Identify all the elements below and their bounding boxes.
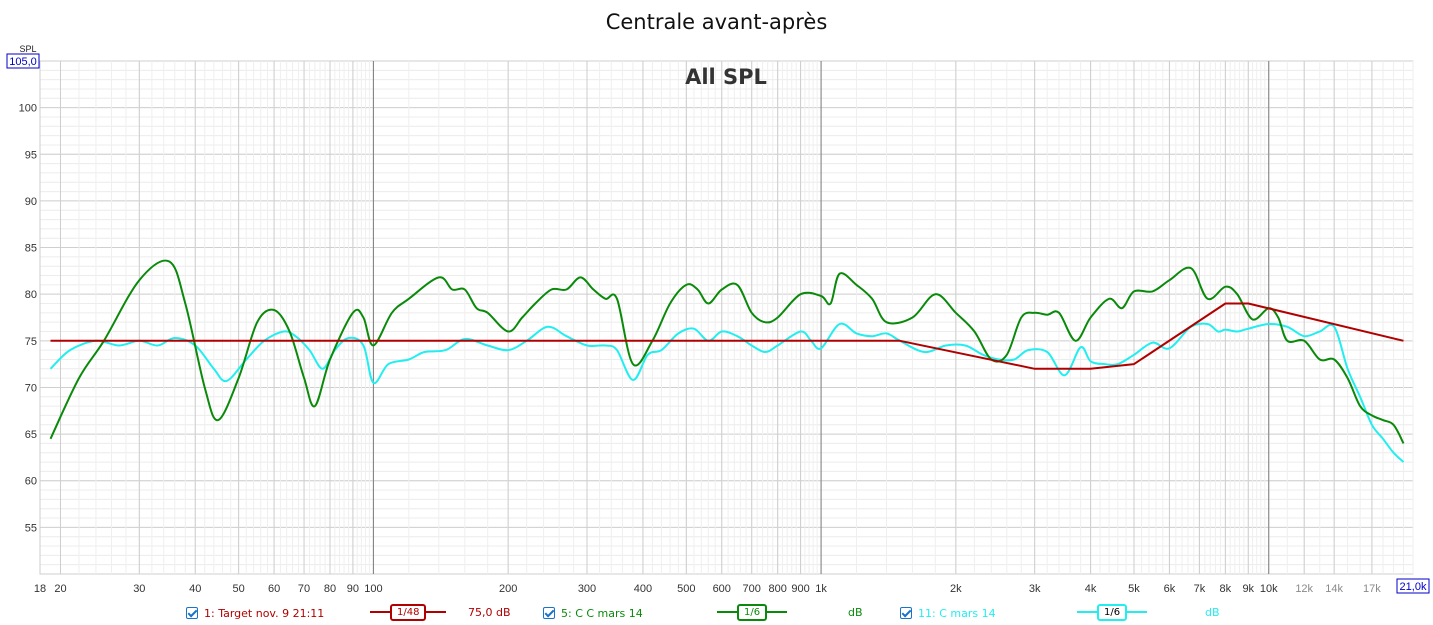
- x-tick-label: 50: [233, 583, 245, 595]
- x-tick-label: 7k: [1194, 583, 1206, 595]
- x-tick-label: 3k: [1029, 583, 1041, 595]
- x-tick-label: 400: [634, 583, 652, 595]
- x-tick-label: 800: [769, 583, 787, 595]
- checkbox-icon[interactable]: [186, 607, 198, 619]
- x-tick-label: 600: [713, 583, 731, 595]
- x-tick-label: 4k: [1085, 583, 1097, 595]
- x-tick-label: 80: [324, 583, 336, 595]
- x-tick-label: 40: [189, 583, 201, 595]
- legend-label: 5: C C mars 14: [561, 606, 643, 620]
- legend-label: 11: C mars 14: [918, 606, 996, 620]
- line-sample-icon: [426, 611, 447, 613]
- x-tick-label: 6k: [1164, 583, 1176, 595]
- x-tick-label: 10k: [1260, 583, 1278, 595]
- x-tick-label: 20: [54, 583, 66, 595]
- legend-offset-value[interactable]: 75,0 dB: [468, 606, 511, 619]
- y-tick-label: 75: [25, 336, 37, 348]
- x-tick-label: 14k: [1325, 583, 1343, 595]
- x-tick-label: 90: [347, 583, 359, 595]
- legend-label: 1: Target nov. 9 21:11: [204, 606, 325, 620]
- line-sample-icon: [1077, 611, 1097, 613]
- legend-offset-value[interactable]: dB: [848, 606, 863, 619]
- x-tick-label: 300: [578, 583, 596, 595]
- x-tick-label: 900: [791, 583, 809, 595]
- checkbox-icon[interactable]: [900, 607, 912, 619]
- line-sample-icon: [1127, 611, 1148, 613]
- line-sample-icon: [717, 611, 737, 613]
- x-tick-label: 12k: [1295, 583, 1313, 595]
- y-tick-label: 55: [25, 522, 37, 534]
- y-tick-label: 100: [19, 103, 37, 115]
- y-tick-label: 60: [25, 476, 37, 488]
- legend-item-cc-mars[interactable]: 5: C C mars 14: [543, 605, 643, 621]
- x-max-value: 21,0k: [1400, 581, 1427, 593]
- x-tick-label: 70: [298, 583, 310, 595]
- line-sample-icon: [767, 611, 788, 613]
- x-tick-label: 30: [133, 583, 145, 595]
- smoothing-button-target[interactable]: 1/48: [370, 603, 447, 621]
- y-max-box: [6, 53, 40, 69]
- overlay-label: All SPL: [685, 65, 767, 89]
- x-tick-label: 17k: [1363, 583, 1381, 595]
- y-axis-label: SPL: [19, 44, 36, 54]
- series-line-target: [50, 302, 1404, 370]
- x-tick-label: 18: [34, 583, 46, 595]
- x-tick-label: 100: [364, 583, 382, 595]
- x-tick-label: 60: [268, 583, 280, 595]
- x-tick-label: 1k: [815, 583, 827, 595]
- x-tick-label: 5k: [1128, 583, 1140, 595]
- smoothing-label: 1/48: [390, 603, 427, 621]
- x-tick-label: 9k: [1242, 583, 1254, 595]
- y-tick-label: 90: [25, 196, 37, 208]
- line-sample-icon: [370, 611, 390, 613]
- x-tick-label: 500: [677, 583, 695, 595]
- x-tick-label: 200: [499, 583, 517, 595]
- smoothing-label: 1/6: [1097, 603, 1128, 621]
- smoothing-button-cc-mars[interactable]: 1/6: [717, 603, 788, 621]
- y-tick-label: 80: [25, 289, 37, 301]
- series-line-cc-mars: [49, 259, 1405, 444]
- plot-area: [39, 60, 1414, 575]
- chart-title: Centrale avant-après: [605, 10, 828, 34]
- legend-item-c-mars[interactable]: 11: C mars 14: [900, 605, 996, 621]
- smoothing-label: 1/6: [737, 603, 768, 621]
- x-tick-label: 8k: [1220, 583, 1232, 595]
- x-tick-label: 700: [743, 583, 761, 595]
- legend-offset-value[interactable]: dB: [1205, 606, 1220, 619]
- legend-item-target[interactable]: 1: Target nov. 9 21:11: [186, 605, 324, 621]
- y-tick-label: 70: [25, 382, 37, 394]
- y-tick-label: 95: [25, 149, 37, 161]
- series-line-c-mars: [49, 322, 1405, 463]
- x-max-box: [1396, 578, 1430, 594]
- smoothing-button-c-mars[interactable]: 1/6: [1077, 603, 1148, 621]
- y-max-value: 105,0: [9, 56, 37, 68]
- checkbox-icon[interactable]: [543, 607, 555, 619]
- x-tick-label: 2k: [950, 583, 962, 595]
- y-tick-label: 85: [25, 243, 37, 255]
- y-tick-label: 65: [25, 429, 37, 441]
